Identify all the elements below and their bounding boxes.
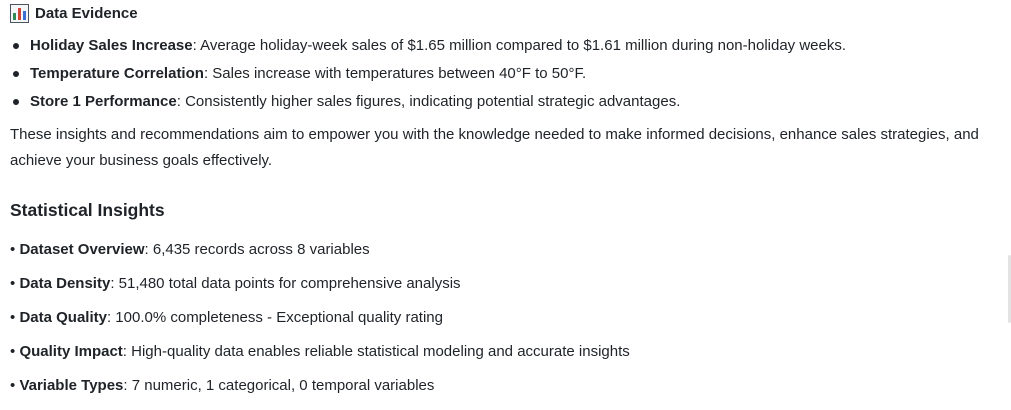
scrollbar[interactable] <box>1008 255 1011 323</box>
bullet-dot <box>13 43 19 49</box>
stat-item-label: Data Density <box>19 275 111 292</box>
stat-item-label: Quality Impact <box>19 343 123 360</box>
bullet-glyph: • <box>10 241 16 258</box>
list-item: • Quality Impact: High-quality data enab… <box>10 339 630 373</box>
evidence-item-label: Store 1 Performance <box>30 93 177 110</box>
stat-item-text: : 7 numeric, 1 categorical, 0 temporal v… <box>123 377 435 394</box>
bullet-glyph: • <box>10 275 16 292</box>
list-item: • Dataset Overview: 6,435 records across… <box>10 237 630 271</box>
stat-item-label: Dataset Overview <box>19 241 145 258</box>
evidence-item-text: : Consistently higher sales figures, ind… <box>176 93 681 110</box>
bar-chart-icon <box>10 4 29 23</box>
stat-item-label: Variable Types <box>19 377 124 394</box>
stat-item-text: : 51,480 total data points for comprehen… <box>110 275 461 292</box>
stats-list: • Dataset Overview: 6,435 records across… <box>10 237 630 407</box>
bullet-glyph: • <box>10 309 16 326</box>
stat-item-text: : 100.0% completeness - Exceptional qual… <box>106 309 443 326</box>
data-evidence-heading: Data Evidence <box>10 4 138 23</box>
bullet-glyph: • <box>10 343 16 360</box>
list-item: Temperature Correlation: Sales increase … <box>10 61 846 89</box>
bullet-glyph: • <box>10 377 16 394</box>
evidence-item-text: : Average holiday-week sales of $1.65 mi… <box>192 37 847 54</box>
list-item: Holiday Sales Increase: Average holiday-… <box>10 33 846 61</box>
list-item: • Data Quality: 100.0% completeness - Ex… <box>10 305 630 339</box>
bullet-dot <box>13 71 19 77</box>
stat-item-text: : 6,435 records across 8 variables <box>144 241 370 258</box>
evidence-item-label: Holiday Sales Increase <box>30 37 193 54</box>
evidence-item-text: : Sales increase with temperatures betwe… <box>203 65 587 82</box>
statistical-insights-heading: Statistical Insights <box>10 200 165 220</box>
summary-paragraph: These insights and recommendations aim t… <box>10 126 979 169</box>
list-item: Store 1 Performance: Consistently higher… <box>10 89 846 117</box>
bullet-dot <box>13 99 19 105</box>
list-item: • Data Density: 51,480 total data points… <box>10 271 630 305</box>
evidence-list: Holiday Sales Increase: Average holiday-… <box>10 33 846 117</box>
stat-item-text: : High-quality data enables reliable sta… <box>122 343 630 360</box>
list-item: • Variable Types: 7 numeric, 1 categoric… <box>10 373 630 407</box>
stat-item-label: Data Quality <box>19 309 107 326</box>
evidence-item-label: Temperature Correlation <box>30 65 204 82</box>
data-evidence-title: Data Evidence <box>35 5 138 22</box>
